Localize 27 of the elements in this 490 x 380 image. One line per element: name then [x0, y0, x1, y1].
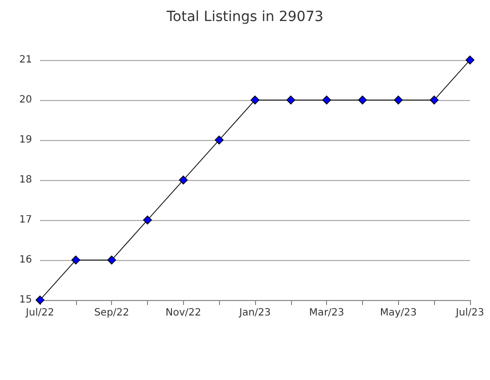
chart-title: Total Listings in 29073: [166, 9, 324, 25]
point: [71, 256, 80, 264]
point: [214, 136, 224, 144]
point: [107, 256, 116, 264]
x-tick-label: Mar/23: [309, 308, 344, 318]
y-tick-label: 19: [19, 134, 32, 146]
x-tick-label: May/23: [380, 308, 417, 318]
x-tick-label: Jul/22: [24, 308, 54, 318]
point: [358, 96, 367, 104]
point: [466, 56, 474, 64]
point: [178, 176, 188, 184]
x-tick-label: Nov/22: [166, 308, 202, 318]
x-tick-label: Sep/22: [94, 308, 130, 318]
y-tick-label: 18: [19, 174, 32, 186]
y-tick-label: 17: [19, 214, 32, 226]
y-tick-label: 21: [19, 54, 32, 66]
point: [322, 96, 332, 104]
y-tick-label: 20: [19, 94, 32, 106]
point: [143, 216, 152, 224]
point: [250, 96, 260, 104]
y-tick-label: 15: [19, 294, 32, 306]
point: [430, 96, 439, 104]
x-tick-label: Jul/23: [454, 308, 484, 318]
point: [394, 96, 403, 104]
x-tick-label: Jan/23: [238, 308, 271, 318]
y-tick-label: 16: [19, 254, 32, 266]
point: [286, 96, 296, 104]
